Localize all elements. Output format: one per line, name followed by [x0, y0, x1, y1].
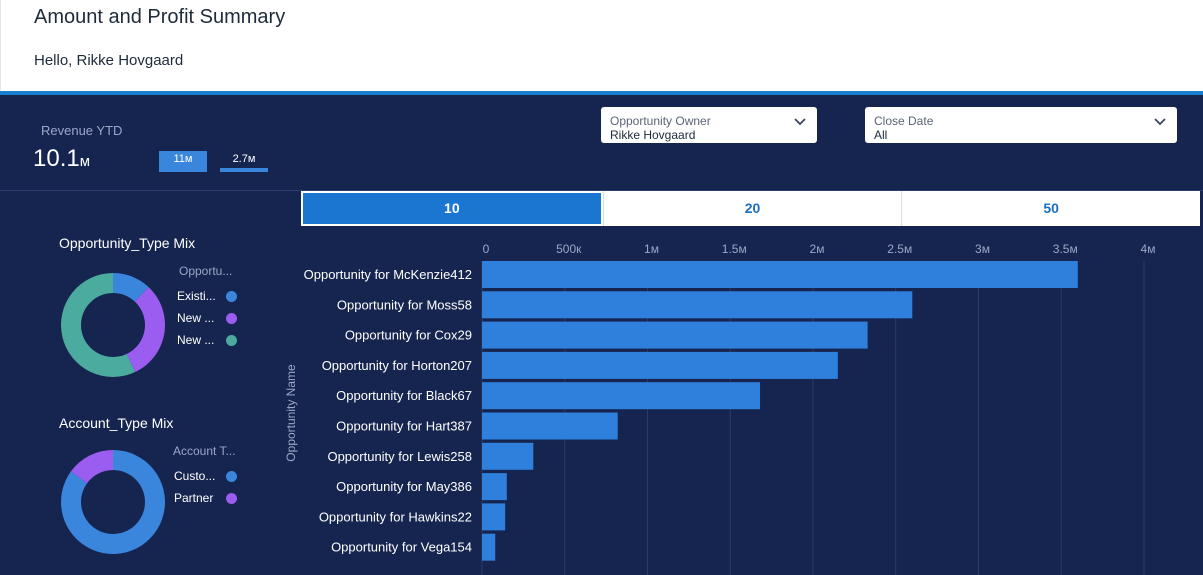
- x-tick-label: 500к: [556, 242, 582, 256]
- revenue-value: 10.1м: [33, 145, 90, 173]
- filter-label: Opportunity Owner: [610, 114, 711, 128]
- y-tick-label: Opportunity for Hart387: [336, 419, 472, 434]
- legend-dot: [226, 291, 237, 302]
- revenue-number: 10.1: [33, 145, 80, 172]
- close-date-filter[interactable]: Close Date All: [865, 107, 1177, 143]
- filter-value: All: [874, 128, 888, 142]
- account-mix-donut: [60, 450, 165, 554]
- legend-item[interactable]: New ...: [177, 311, 215, 325]
- bar[interactable]: [482, 261, 1078, 288]
- revenue-unit: м: [79, 153, 91, 170]
- legend-item[interactable]: New ...: [177, 333, 215, 347]
- page-title: Amount and Profit Summary: [34, 6, 286, 28]
- greeting-text: Hello, Rikke Hovgaard: [34, 52, 184, 69]
- tab-20[interactable]: 20: [602, 191, 902, 226]
- accent-bar: [0, 91, 1203, 95]
- legend-item[interactable]: Custo...: [174, 469, 216, 483]
- opportunity-bar-chart: 0 500к 1м 1.5м 2м 2.5м 3м 3.5м 4м Opportunity for…: [284, 242, 1156, 575]
- x-tick-label: 2м: [810, 242, 825, 256]
- legend-dot: [226, 493, 237, 504]
- bar[interactable]: [482, 382, 761, 410]
- opportunity-owner-filter[interactable]: Opportunity Owner Rikke Hovgaard: [601, 107, 817, 143]
- bar[interactable]: [482, 473, 507, 501]
- x-tick-label: 3м: [975, 242, 990, 256]
- x-tick-label: 1.5м: [722, 242, 747, 256]
- y-tick-label: Opportunity for May386: [336, 479, 472, 494]
- filter-value: Rikke Hovgaard: [610, 128, 696, 142]
- x-tick-label: 4м: [1141, 242, 1156, 256]
- bar[interactable]: [482, 321, 868, 349]
- legend-item[interactable]: Partner: [174, 491, 214, 505]
- y-tick-label: Opportunity for McKenzie412: [304, 267, 472, 282]
- legend-dot: [226, 313, 237, 324]
- opportunity-legend-title: Opportu...: [179, 264, 233, 278]
- y-tick-label: Opportunity for Moss58: [337, 297, 472, 312]
- x-tick-label: 0: [483, 242, 490, 256]
- opportunity-mix-donut: [61, 273, 165, 377]
- dashboard-header: Amount and Profit Summary Hello, Rikke H…: [0, 0, 1203, 91]
- opportunity-mix-slice-1[interactable]: [126, 287, 165, 373]
- y-tick-label: Opportunity for Horton207: [322, 358, 472, 373]
- opportunity-mix-slice-0[interactable]: [113, 273, 149, 302]
- revenue-pill-secondary[interactable]: 2.7м: [220, 151, 268, 172]
- y-tick-label: Opportunity for Black67: [336, 388, 472, 403]
- revenue-label: Revenue YTD: [41, 123, 123, 138]
- x-tick-label: 1м: [644, 242, 659, 256]
- chevron-down-icon[interactable]: [793, 115, 807, 129]
- tab-50[interactable]: 50: [901, 191, 1201, 226]
- opportunity-mix-slice-2[interactable]: [61, 273, 136, 377]
- bar[interactable]: [482, 412, 618, 440]
- y-tick-label: Opportunity for Lewis258: [327, 449, 472, 464]
- bar[interactable]: [482, 503, 506, 531]
- account-mix-slice-0[interactable]: [60, 450, 165, 554]
- y-tick-label: Opportunity for Cox29: [345, 328, 472, 343]
- legend-dot: [226, 335, 237, 346]
- y-axis-title: Opportunity Name: [284, 364, 298, 462]
- bar[interactable]: [482, 291, 913, 319]
- tab-10[interactable]: 10: [301, 191, 603, 226]
- legend-dot: [226, 471, 237, 482]
- top-n-tabs: 10 20 50: [301, 191, 1201, 226]
- account-mix-title: Account_Type Mix: [59, 415, 174, 431]
- revenue-pill-primary[interactable]: 11м: [159, 151, 207, 172]
- bar[interactable]: [482, 351, 838, 379]
- chevron-down-icon[interactable]: [1153, 115, 1167, 129]
- bar[interactable]: [482, 533, 496, 561]
- legend-item[interactable]: Existi...: [177, 289, 216, 303]
- x-tick-label: 3.5м: [1053, 242, 1078, 256]
- x-tick-label: 2.5м: [887, 242, 912, 256]
- filter-label: Close Date: [874, 114, 934, 128]
- account-mix-slice-1[interactable]: [70, 450, 113, 484]
- dashboard-panel: Revenue YTD 10.1м 11м 2.7м Opportunity O…: [0, 95, 1203, 575]
- y-tick-label: Opportunity for Hawkins22: [319, 509, 472, 524]
- account-legend-title: Account T...: [173, 444, 236, 458]
- bar[interactable]: [482, 442, 534, 470]
- opportunity-mix-title: Opportunity_Type Mix: [59, 235, 196, 251]
- y-tick-label: Opportunity for Vega154: [331, 540, 472, 555]
- section-divider: [0, 190, 1203, 191]
